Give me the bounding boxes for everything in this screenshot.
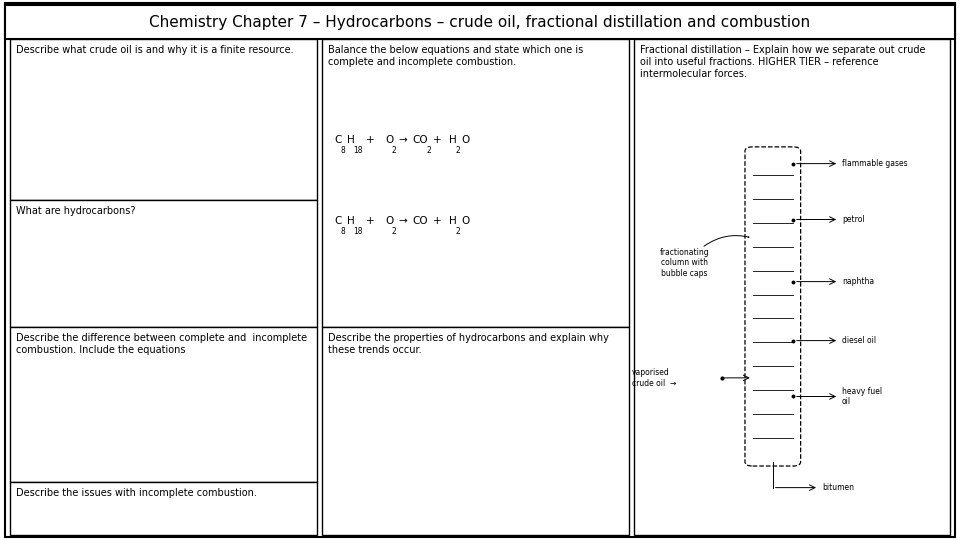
FancyBboxPatch shape (5, 5, 955, 39)
Text: What are hydrocarbons?: What are hydrocarbons? (16, 206, 135, 217)
Text: diesel oil: diesel oil (842, 336, 876, 345)
Text: bitumen: bitumen (822, 483, 853, 492)
Text: H: H (449, 217, 457, 226)
Text: O: O (385, 217, 394, 226)
Text: 8: 8 (341, 227, 346, 235)
FancyBboxPatch shape (10, 327, 317, 482)
Text: C: C (334, 136, 342, 145)
Text: O: O (462, 217, 470, 226)
Text: O: O (385, 136, 394, 145)
Text: H: H (347, 217, 354, 226)
FancyBboxPatch shape (10, 200, 317, 327)
Text: C: C (334, 217, 342, 226)
Text: heavy fuel
oil: heavy fuel oil (842, 387, 882, 406)
Text: 2: 2 (456, 146, 461, 154)
Text: CO: CO (413, 217, 428, 226)
Text: naphtha: naphtha (842, 277, 874, 286)
Text: petrol: petrol (842, 215, 865, 224)
Text: Describe the issues with incomplete combustion.: Describe the issues with incomplete comb… (16, 488, 257, 498)
FancyBboxPatch shape (745, 147, 801, 466)
FancyBboxPatch shape (322, 39, 629, 327)
FancyBboxPatch shape (634, 39, 950, 535)
Text: H: H (347, 136, 354, 145)
Text: 18: 18 (353, 227, 363, 235)
Text: +: + (366, 217, 374, 226)
FancyBboxPatch shape (5, 3, 955, 537)
Text: 2: 2 (456, 227, 461, 235)
Text: Chemistry Chapter 7 – Hydrocarbons – crude oil, fractional distillation and comb: Chemistry Chapter 7 – Hydrocarbons – cru… (150, 15, 810, 30)
Text: 2: 2 (426, 146, 431, 154)
Text: CO: CO (413, 136, 428, 145)
Text: →: → (398, 217, 407, 226)
Text: →: → (398, 136, 407, 145)
Text: Describe the properties of hydrocarbons and explain why
these trends occur.: Describe the properties of hydrocarbons … (328, 333, 610, 355)
Text: Describe what crude oil is and why it is a finite resource.: Describe what crude oil is and why it is… (16, 45, 294, 56)
Text: 18: 18 (353, 146, 363, 154)
Text: H: H (449, 136, 457, 145)
Text: +: + (433, 136, 442, 145)
FancyBboxPatch shape (10, 482, 317, 535)
Text: +: + (366, 136, 374, 145)
FancyArrowPatch shape (704, 235, 749, 246)
Text: Fractional distillation – Explain how we separate out crude
oil into useful frac: Fractional distillation – Explain how we… (640, 45, 925, 78)
Text: vaporised
crude oil  →: vaporised crude oil → (632, 368, 676, 388)
Text: Describe the difference between complete and  incomplete
combustion. Include the: Describe the difference between complete… (16, 333, 307, 355)
Text: fractionating
column with
bubble caps: fractionating column with bubble caps (660, 248, 709, 278)
Text: flammable gases: flammable gases (842, 159, 907, 168)
Text: 2: 2 (392, 146, 396, 154)
Text: 2: 2 (392, 227, 396, 235)
Text: 8: 8 (341, 146, 346, 154)
Text: Balance the below equations and state which one is
complete and incomplete combu: Balance the below equations and state wh… (328, 45, 584, 67)
Text: +: + (433, 217, 442, 226)
FancyBboxPatch shape (10, 39, 317, 200)
Text: O: O (462, 136, 470, 145)
FancyBboxPatch shape (322, 327, 629, 535)
